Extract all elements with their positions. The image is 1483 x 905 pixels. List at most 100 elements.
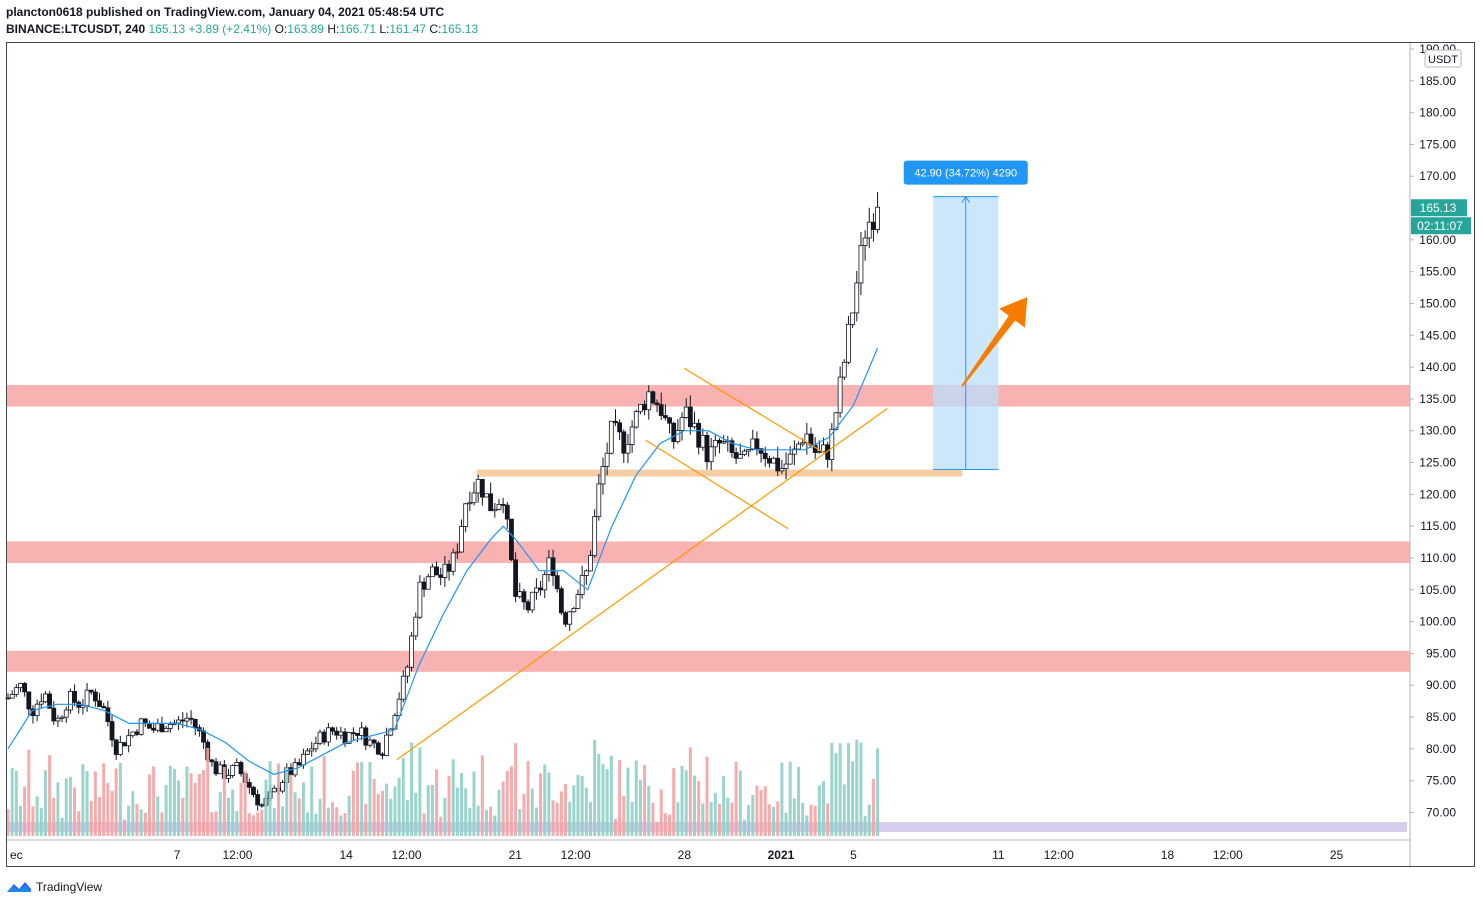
candle-up — [567, 611, 573, 625]
volume-bar — [347, 795, 351, 836]
close-label: C: — [429, 22, 442, 36]
volume-bar — [297, 798, 301, 836]
volume-bar — [401, 757, 405, 836]
candle-down — [97, 700, 102, 707]
volume-bar — [152, 766, 156, 836]
candle-up — [816, 451, 822, 453]
y-tick-label: 75.00 — [1426, 774, 1456, 788]
volume-bar — [39, 807, 43, 836]
candle-down — [509, 518, 514, 561]
y-tick-label: 70.00 — [1426, 805, 1456, 819]
candle-down — [513, 559, 519, 597]
volume-bar — [360, 762, 364, 836]
candle-up — [829, 428, 835, 460]
currency-label: USDT — [1428, 54, 1458, 66]
volume-bar — [480, 755, 484, 836]
y-tick-label: 100.00 — [1419, 615, 1456, 629]
volume-bar — [52, 797, 56, 836]
volume-bar — [559, 791, 563, 836]
volume-bar — [306, 812, 310, 836]
volume-bar — [842, 784, 846, 836]
volume-bar — [489, 806, 493, 836]
low-value: 161.47 — [389, 22, 427, 36]
volume-bar — [568, 801, 572, 836]
volume-bar — [767, 804, 771, 836]
volume-bar — [609, 755, 613, 836]
y-tick-label: 120.00 — [1419, 487, 1456, 501]
volume-bar — [821, 781, 825, 836]
candle-down — [550, 557, 556, 577]
volume-bar — [826, 803, 830, 836]
candle-down — [521, 591, 527, 603]
volume-bar — [601, 764, 605, 836]
candle-up — [280, 782, 286, 792]
volume-bar — [318, 798, 322, 836]
volume-bar — [214, 811, 218, 836]
candle-down — [729, 440, 735, 453]
publisher-text: plancton0618 published on TradingView.co… — [6, 5, 445, 19]
candle-up — [454, 551, 460, 554]
candle-up — [746, 449, 752, 452]
candle-up — [496, 504, 502, 510]
volume-bar — [755, 785, 759, 836]
y-tick-label: 145.00 — [1419, 328, 1456, 342]
volume-bar — [522, 793, 526, 836]
volume-bar — [472, 771, 476, 836]
x-tick-label: 5 — [850, 848, 857, 862]
candle-up — [396, 698, 402, 716]
candle-up — [417, 581, 423, 618]
volume-bar — [405, 800, 409, 836]
volume-bar — [281, 806, 285, 836]
volume-bar — [314, 813, 318, 836]
volume-bar — [339, 815, 343, 836]
candle-down — [479, 479, 485, 498]
volume-bar — [838, 743, 842, 836]
y-tick-label: 180.00 — [1419, 106, 1456, 120]
candle-down — [192, 718, 198, 728]
volume-bar — [227, 797, 231, 836]
trendline-0 — [396, 407, 888, 761]
y-tick-label: 150.00 — [1419, 296, 1456, 310]
volume-bar — [701, 803, 705, 836]
candle-up — [854, 282, 860, 314]
y-tick-label: 185.00 — [1419, 74, 1456, 88]
candle-up — [742, 450, 747, 456]
candle-up — [126, 735, 132, 747]
volume-bar — [780, 762, 784, 836]
x-tick-label: 12:00 — [392, 848, 422, 862]
last-price-label: 165.13 — [1420, 201, 1457, 215]
high-label: H: — [327, 22, 340, 36]
volume-bar — [139, 809, 143, 836]
candle-up — [80, 705, 86, 708]
candle-up — [675, 430, 681, 443]
candle-down — [758, 448, 764, 454]
candle-down — [109, 721, 115, 741]
volume-bar — [185, 766, 189, 836]
volume-bar — [14, 770, 18, 836]
volume-bar — [60, 817, 64, 836]
volume-bar — [693, 775, 697, 836]
volume-bar — [193, 782, 197, 836]
volume-bar — [863, 816, 867, 836]
volume-bar — [792, 798, 796, 836]
volume-bar — [813, 805, 817, 836]
resistance-zone-2 — [7, 650, 1410, 672]
volume-bar — [189, 773, 193, 836]
volume-bar — [817, 785, 821, 836]
volume-bar — [447, 775, 451, 836]
candle-down — [47, 693, 53, 709]
low-label: L: — [379, 22, 390, 36]
volume-bar — [6, 809, 10, 836]
candle-down — [434, 566, 439, 576]
candle-up — [841, 361, 847, 378]
volume-bar — [626, 767, 630, 836]
volume-bar — [172, 768, 176, 836]
ohlc-line: BINANCE:LTCUSDT, 240 165.13 +3.89 (+2.41… — [6, 22, 478, 36]
volume-bar — [455, 787, 459, 836]
volume-bar — [443, 797, 447, 836]
candle-down — [51, 707, 57, 722]
volume-bar — [322, 756, 326, 836]
x-tick-label: 12:00 — [222, 848, 252, 862]
candle-up — [800, 442, 806, 445]
